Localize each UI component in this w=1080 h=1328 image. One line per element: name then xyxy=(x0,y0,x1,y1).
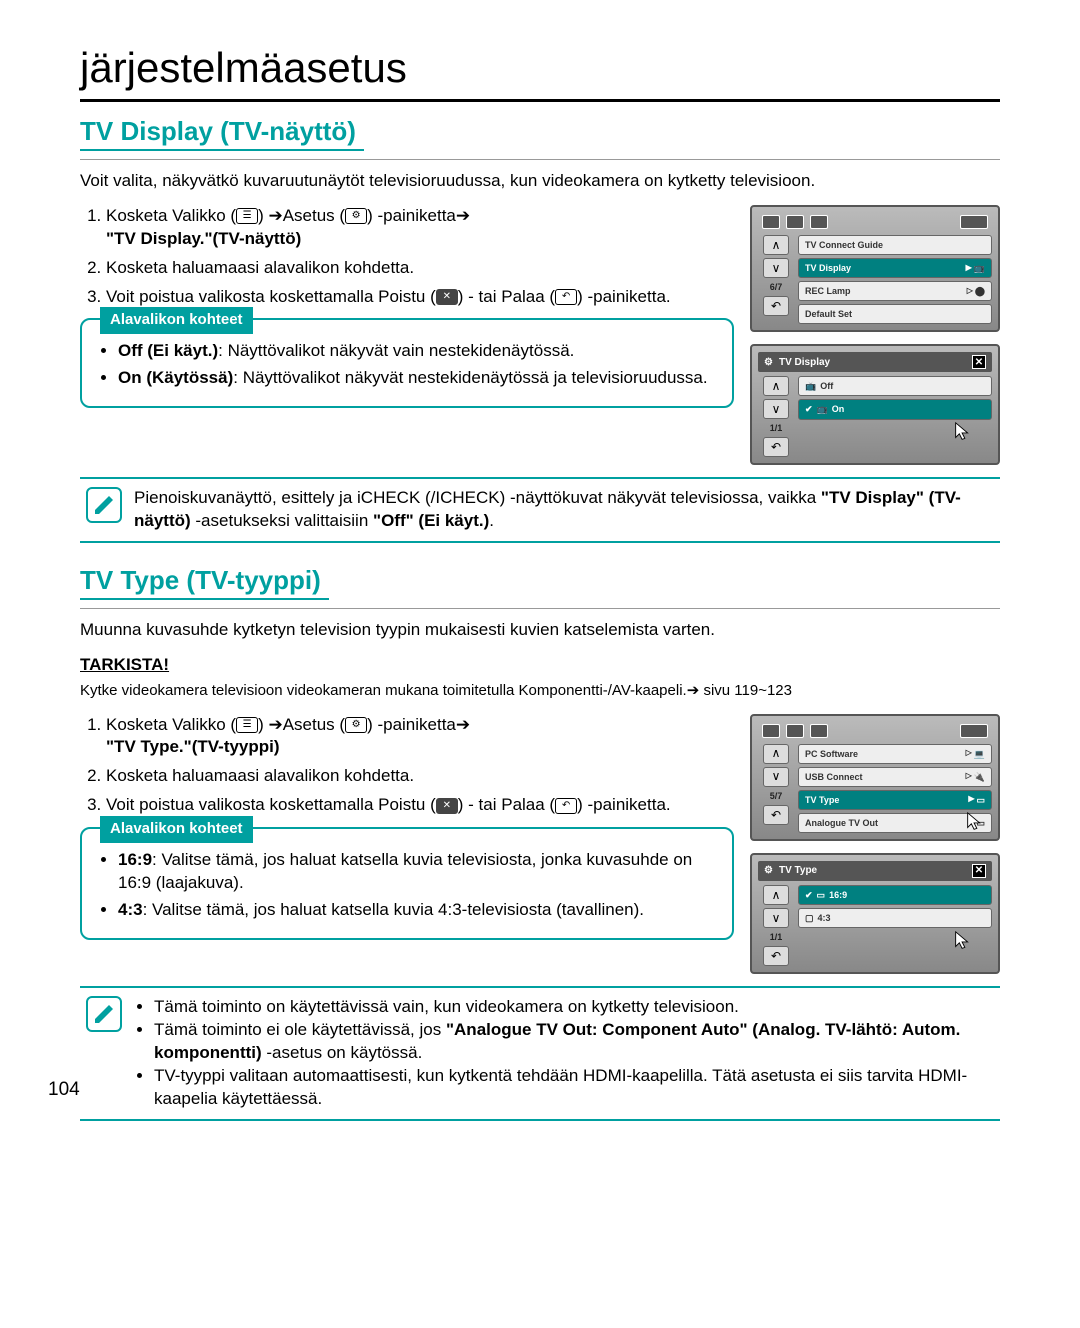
mock1-item[interactable]: REC Lamp▷⬤ xyxy=(798,281,992,301)
card-icon xyxy=(762,724,780,738)
list-icon xyxy=(786,215,804,229)
mock1-menu: ∧ ∨ 6/7 ↶ TV Connect Guide TV Display▶📺 … xyxy=(750,205,1000,333)
mock1-sub-page: 1/1 xyxy=(770,422,783,434)
mock1-page: 6/7 xyxy=(770,281,783,293)
mock2-page: 5/7 xyxy=(770,790,783,802)
s2-note2: Tämä toiminto ei ole käytettävissä, jos … xyxy=(154,1019,994,1065)
section1-header: TV Display (TV-näyttö) xyxy=(80,114,1000,160)
section1-title: TV Display (TV-näyttö) xyxy=(80,114,364,151)
mock2-submenu: ⚙ TV Type✕ ∧ ∨ 1/1 ↶ ✔▭ 16:9 ▢ 4:3 xyxy=(750,853,1000,974)
s2-opt-43: 4:3: Valitse tämä, jos haluat katsella k… xyxy=(118,899,718,922)
mock1-item[interactable]: TV Connect Guide xyxy=(798,235,992,255)
mock2-opt-43[interactable]: ▢ 4:3 xyxy=(798,908,992,928)
s1-opt-off: Off (Ei käyt.): Näyttövalikot näkyvät va… xyxy=(118,340,718,363)
back-icon: ↶ xyxy=(555,289,577,305)
s1-step2: Kosketa haluamaasi alavalikon kohdetta. xyxy=(106,257,734,280)
close-icon: ✕ xyxy=(436,289,458,305)
section2-mockups: ∧ ∨ 5/7 ↶ PC Software▷💻 USB Connect▷🔌 TV… xyxy=(750,714,1000,975)
page-title: järjestelmäasetus xyxy=(80,40,1000,102)
s1-step1: Kosketa Valikko (☰) ➔Asetus (⚙) -painike… xyxy=(106,205,734,251)
s2-step2: Kosketa haluamaasi alavalikon kohdetta. xyxy=(106,765,734,788)
mock2-item[interactable]: PC Software▷💻 xyxy=(798,744,992,764)
s1-note-text: Pienoiskuvanäyttö, esittely ja iCHECK (/… xyxy=(134,487,994,533)
gear-icon: ⚙ xyxy=(345,208,367,224)
s1-note: Pienoiskuvanäyttö, esittely ja iCHECK (/… xyxy=(80,477,1000,543)
mock2-menu: ∧ ∨ 5/7 ↶ PC Software▷💻 USB Connect▷🔌 TV… xyxy=(750,714,1000,842)
cursor-icon xyxy=(952,930,974,952)
back-button[interactable]: ↶ xyxy=(763,437,789,457)
section2-content: Kosketa Valikko (☰) ➔Asetus (⚙) -painike… xyxy=(80,714,1000,975)
down-button[interactable]: ∨ xyxy=(763,258,789,278)
mock2-sub-page: 1/1 xyxy=(770,931,783,943)
up-button[interactable]: ∧ xyxy=(763,376,789,396)
mock1-item[interactable]: Default Set xyxy=(798,304,992,324)
tarkista-label: TARKISTA! xyxy=(80,654,1000,677)
cursor-icon xyxy=(964,811,986,833)
mock2-item[interactable]: Analogue TV Out▷▭ xyxy=(798,813,992,833)
up-button[interactable]: ∧ xyxy=(763,235,789,255)
back-button[interactable]: ↶ xyxy=(763,296,789,316)
s2-callout: Alavalikon kohteet 16:9: Valitse tämä, j… xyxy=(80,827,734,940)
menu-icon: ☰ xyxy=(236,717,258,733)
up-button[interactable]: ∧ xyxy=(763,885,789,905)
down-button[interactable]: ∨ xyxy=(763,399,789,419)
back-button[interactable]: ↶ xyxy=(763,805,789,825)
down-button[interactable]: ∨ xyxy=(763,767,789,787)
up-button[interactable]: ∧ xyxy=(763,744,789,764)
note-icon xyxy=(86,487,122,523)
mock1-submenu: ⚙ TV Display✕ ∧ ∨ 1/1 ↶ 📺 Off ✔📺 On xyxy=(750,344,1000,465)
s1-step3: Voit poistua valikosta koskettamalla Poi… xyxy=(106,286,734,309)
mock1-sub-header: ⚙ TV Display✕ xyxy=(758,352,992,372)
section2-header: TV Type (TV-tyyppi) xyxy=(80,563,1000,609)
s2-opt-169: 16:9: Valitse tämä, jos haluat katsella … xyxy=(118,849,718,895)
s1-callout-label: Alavalikon kohteet xyxy=(100,307,253,333)
mock1-item-sel[interactable]: TV Display▶📺 xyxy=(798,258,992,278)
back-button[interactable]: ↶ xyxy=(763,946,789,966)
down-button[interactable]: ∨ xyxy=(763,908,789,928)
back-icon: ↶ xyxy=(555,798,577,814)
s1-callout: Alavalikon kohteet Off (Ei käyt.): Näytt… xyxy=(80,318,734,408)
gear-icon xyxy=(810,724,828,738)
s2-step1: Kosketa Valikko (☰) ➔Asetus (⚙) -painike… xyxy=(106,714,734,760)
section2-check: Kytke videokamera televisioon videokamer… xyxy=(80,681,1000,701)
section2-intro: Muunna kuvasuhde kytketyn television tyy… xyxy=(80,619,1000,642)
mock2-sub-header: ⚙ TV Type✕ xyxy=(758,861,992,881)
mock1-opt-on[interactable]: ✔📺 On xyxy=(798,399,992,419)
section1-mockups: ∧ ∨ 6/7 ↶ TV Connect Guide TV Display▶📺 … xyxy=(750,205,1000,466)
menu-icon: ☰ xyxy=(236,208,258,224)
section2-title: TV Type (TV-tyyppi) xyxy=(80,563,329,600)
cursor-icon xyxy=(952,421,974,443)
battery-icon xyxy=(960,724,988,738)
card-icon xyxy=(762,215,780,229)
battery-icon xyxy=(960,215,988,229)
s2-note1: Tämä toiminto on käytettävissä vain, kun… xyxy=(154,996,994,1019)
mock2-item-sel[interactable]: TV Type▶▭ xyxy=(798,790,992,810)
mock2-item[interactable]: USB Connect▷🔌 xyxy=(798,767,992,787)
section1-intro: Voit valita, näkyvätkö kuvaruutunäytöt t… xyxy=(80,170,1000,193)
close-button[interactable]: ✕ xyxy=(972,864,986,878)
s1-opt-on: On (Käytössä): Näyttövalikot näkyvät nes… xyxy=(118,367,718,390)
close-icon: ✕ xyxy=(436,798,458,814)
close-button[interactable]: ✕ xyxy=(972,355,986,369)
list-icon xyxy=(786,724,804,738)
section2-left: Kosketa Valikko (☰) ➔Asetus (⚙) -painike… xyxy=(80,714,734,975)
page-number: 104 xyxy=(48,1077,1000,1103)
section1-left: Kosketa Valikko (☰) ➔Asetus (⚙) -painike… xyxy=(80,205,734,466)
mock2-opt-169[interactable]: ✔▭ 16:9 xyxy=(798,885,992,905)
s2-step3: Voit poistua valikosta koskettamalla Poi… xyxy=(106,794,734,817)
gear-icon xyxy=(810,215,828,229)
note-icon xyxy=(86,996,122,1032)
gear-icon: ⚙ xyxy=(345,717,367,733)
s2-callout-label: Alavalikon kohteet xyxy=(100,816,253,842)
section1-content: Kosketa Valikko (☰) ➔Asetus (⚙) -painike… xyxy=(80,205,1000,466)
mock1-opt-off[interactable]: 📺 Off xyxy=(798,376,992,396)
